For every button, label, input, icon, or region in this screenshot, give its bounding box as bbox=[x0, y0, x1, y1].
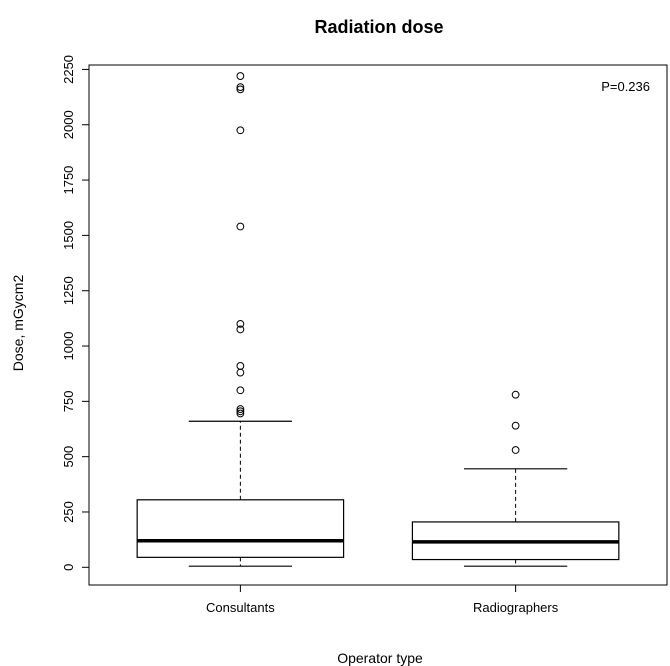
p-value-annotation: P=0.236 bbox=[601, 79, 650, 94]
outlier-point bbox=[236, 409, 245, 418]
y-axis-label: Dose, mGycm2 bbox=[10, 275, 26, 372]
plot-frame bbox=[88, 64, 668, 586]
outlier-point bbox=[236, 72, 245, 80]
y-tick-label: 1750 bbox=[61, 166, 76, 195]
x-tick-label: Radiographers bbox=[473, 600, 559, 615]
outlier-point bbox=[511, 390, 520, 399]
outlier-point bbox=[236, 222, 245, 231]
outlier-point bbox=[236, 325, 245, 334]
box-iqr bbox=[136, 499, 345, 558]
outlier-point bbox=[236, 319, 245, 328]
y-tick-label: 2000 bbox=[61, 110, 76, 139]
outlier-point bbox=[236, 83, 245, 92]
outlier-point bbox=[511, 421, 520, 430]
plot-area: 0 250 500 750 1000 1250 1500 1750 2000 2250 Consul… bbox=[61, 55, 668, 615]
y-tick-label: 1250 bbox=[61, 276, 76, 305]
y-tick-label: 0 bbox=[61, 564, 76, 571]
outlier-point bbox=[236, 85, 245, 94]
outlier-point bbox=[236, 126, 245, 135]
x-axis-label: Operator type bbox=[337, 650, 423, 666]
outlier-point bbox=[511, 446, 520, 454]
outlier-point bbox=[236, 407, 245, 416]
chart-title: Radiation dose bbox=[314, 17, 443, 37]
y-tick-label: 750 bbox=[61, 390, 76, 412]
x-tick-label: Consultants bbox=[206, 600, 275, 615]
outlier-point bbox=[236, 386, 245, 395]
y-tick-label: 250 bbox=[61, 501, 76, 523]
y-tick-label: 1500 bbox=[61, 221, 76, 250]
outlier-point bbox=[236, 362, 245, 370]
outlier-point bbox=[236, 368, 245, 377]
y-tick-label: 1000 bbox=[61, 332, 76, 361]
outlier-point bbox=[236, 405, 245, 413]
y-tick-label: 2250 bbox=[61, 55, 76, 84]
y-tick-label: 500 bbox=[61, 446, 76, 468]
